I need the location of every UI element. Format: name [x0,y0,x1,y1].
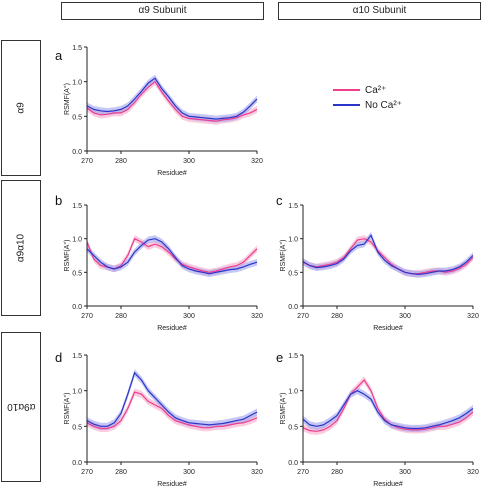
line-c-noca [302,234,474,276]
y-tick-label-b: 1.5 [72,203,82,210]
y-axis-label-b: RSMF(A°) [63,240,71,272]
y-tick-label-a: 0.0 [72,149,82,156]
x-tick-label-a: 320 [251,158,263,165]
y-tick-label-c: 0.0 [288,304,298,311]
x-axis-label-b: Residue# [157,325,187,332]
x-tick-label-d: 280 [115,469,127,476]
panel-a: a 0.0 0.5 1.0 1.5 270 280 300 320 Residue# RSMF(A°… [55,45,263,177]
y-tick-label-e: 0.5 [288,424,298,431]
y-tick-label-a: 0.5 [72,114,82,121]
y-tick-label-d: 0.5 [72,424,82,431]
y-tick-label-b: 0.5 [72,270,82,277]
y-tick-label-c: 1.5 [288,203,298,210]
column-header-alpha10: α10 Subunit [278,2,481,20]
x-tick-label-c: 320 [467,313,479,320]
x-axis-label-e: Residue# [373,481,403,488]
x-tick-label-d: 300 [183,469,195,476]
legend: Ca²⁺ No Ca²⁺ [333,85,402,111]
row-label-alpha9alpha10-mutant: α9α10 [1,332,41,482]
x-tick-label-b: 320 [251,313,263,320]
band-c-ca [303,235,473,277]
column-header-alpha10-label: α10 Subunit [352,5,407,16]
x-tick-label-d: 320 [251,469,263,476]
x-tick-label-e: 320 [467,469,479,476]
panel-e: e 0.0 0.5 1.0 1.5 270 280 300 320 Residue# RSMF(A°… [276,350,479,488]
y-tick-label-e: 1.0 [288,389,298,396]
column-header-alpha9: α9 Subunit [61,2,264,20]
line-d-noca [86,371,258,427]
y-axis-label-c: RSMF(A°) [279,240,287,272]
y-tick-label-e: 1.5 [288,353,298,360]
y-tick-label-a: 1.0 [72,80,82,87]
column-header-alpha9-label: α9 Subunit [138,5,187,16]
x-tick-label-e: 270 [297,469,309,476]
y-tick-label-d: 1.5 [72,353,82,360]
line-e-noca [302,390,474,430]
x-tick-label-b: 280 [115,313,127,320]
panel-c: c 0.0 0.5 1.0 1.5 270 280 300 320 Residue# RSMF(A°… [276,193,479,332]
y-axis-label-d: RSMF(A°) [63,393,71,425]
x-tick-label-a: 270 [81,158,93,165]
line-c-ca [302,238,474,275]
y-tick-label-d: 1.0 [72,389,82,396]
line-a-ca [86,80,258,122]
panel-d: d 0.0 0.5 1.0 1.5 270 280 300 320 Residue# RSMF(A°… [55,350,263,488]
panel-b: b 0.0 0.5 1.0 1.5 270 280 300 320 Residue# RSMF(A°… [55,193,263,332]
x-tick-label-c: 300 [399,313,411,320]
legend-label-ca: Ca²⁺ [365,85,386,96]
y-tick-label-b: 0.0 [72,304,82,311]
x-tick-label-b: 270 [81,313,93,320]
y-tick-label-c: 1.0 [288,237,298,244]
panel-letter-a: a [55,48,63,63]
row-label-alpha9alpha10: α9α10 [1,180,41,316]
x-tick-label-c: 280 [331,313,343,320]
y-axis-label-a: RSMF(A°) [63,83,71,115]
y-tick-label-b: 1.0 [72,237,82,244]
x-axis-label-a: Residue# [157,170,187,177]
y-tick-label-d: 0.0 [72,460,82,467]
y-tick-label-c: 0.5 [288,270,298,277]
panel-letter-b: b [55,193,62,208]
x-tick-label-d: 270 [81,469,93,476]
x-tick-label-e: 280 [331,469,343,476]
x-tick-label-a: 280 [115,158,127,165]
y-tick-label-a: 1.5 [72,45,82,52]
x-tick-label-c: 270 [297,313,309,320]
band-a-noca [87,74,257,123]
x-tick-label-a: 300 [183,158,195,165]
line-b-noca [86,238,258,275]
panel-letter-e: e [276,350,283,365]
x-tick-label-e: 300 [399,469,411,476]
panel-letter-d: d [55,350,62,365]
line-a-noca [86,77,258,120]
y-tick-label-e: 0.0 [288,460,298,467]
y-axis-label-e: RSMF(A°) [279,393,287,425]
x-tick-label-b: 300 [183,313,195,320]
x-axis-label-d: Residue# [157,481,187,488]
row-label-alpha9: α9 [1,40,41,176]
legend-label-noca: No Ca²⁺ [365,100,402,111]
panel-letter-c: c [276,193,283,208]
line-d-ca [86,391,258,430]
x-axis-label-c: Residue# [373,325,403,332]
